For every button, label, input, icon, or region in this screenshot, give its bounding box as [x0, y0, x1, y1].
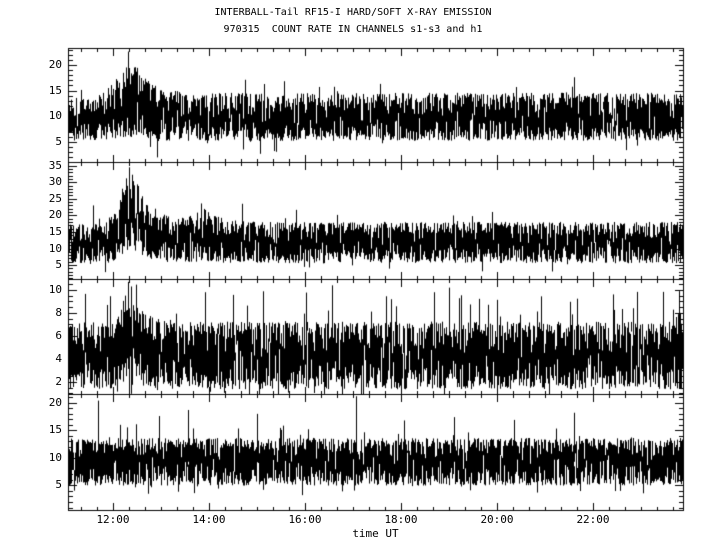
y-tick-label-s1: 10	[48, 109, 62, 122]
x-tick-label: 14:00	[192, 513, 226, 526]
y-tick-label-s2: 25	[48, 192, 62, 205]
y-tick-label-s3: 2	[55, 375, 62, 388]
y-tick-label-s3: 4	[55, 352, 62, 365]
y-tick-label-h1: 5	[55, 478, 62, 491]
y-tick-label-s3: 10	[48, 283, 62, 296]
y-tick-label-s2: 15	[48, 225, 62, 238]
y-tick-label-h1: 15	[48, 423, 62, 436]
y-tick-label-s2: 20	[48, 208, 62, 221]
y-tick-label-s3: 8	[55, 306, 62, 319]
x-tick-label: 16:00	[288, 513, 322, 526]
y-tick-label-h1: 10	[48, 451, 62, 464]
y-tick-label-s2: 35	[48, 159, 62, 172]
y-tick-label-s3: 6	[55, 329, 62, 342]
y-tick-label-s2: 10	[48, 242, 62, 255]
x-tick-label: 18:00	[384, 513, 418, 526]
x-tick-label: 12:00	[96, 513, 130, 526]
x-tick-label: 22:00	[576, 513, 610, 526]
x-axis-label: time UT	[352, 527, 399, 540]
y-tick-label-s2: 30	[48, 175, 62, 188]
y-tick-label-s1: 5	[55, 135, 62, 148]
y-tick-label-h1: 20	[48, 396, 62, 409]
y-tick-label-s2: 5	[55, 258, 62, 271]
y-tick-label-s1: 20	[48, 58, 62, 71]
x-tick-label: 20:00	[480, 513, 514, 526]
y-tick-label-s1: 15	[48, 84, 62, 97]
